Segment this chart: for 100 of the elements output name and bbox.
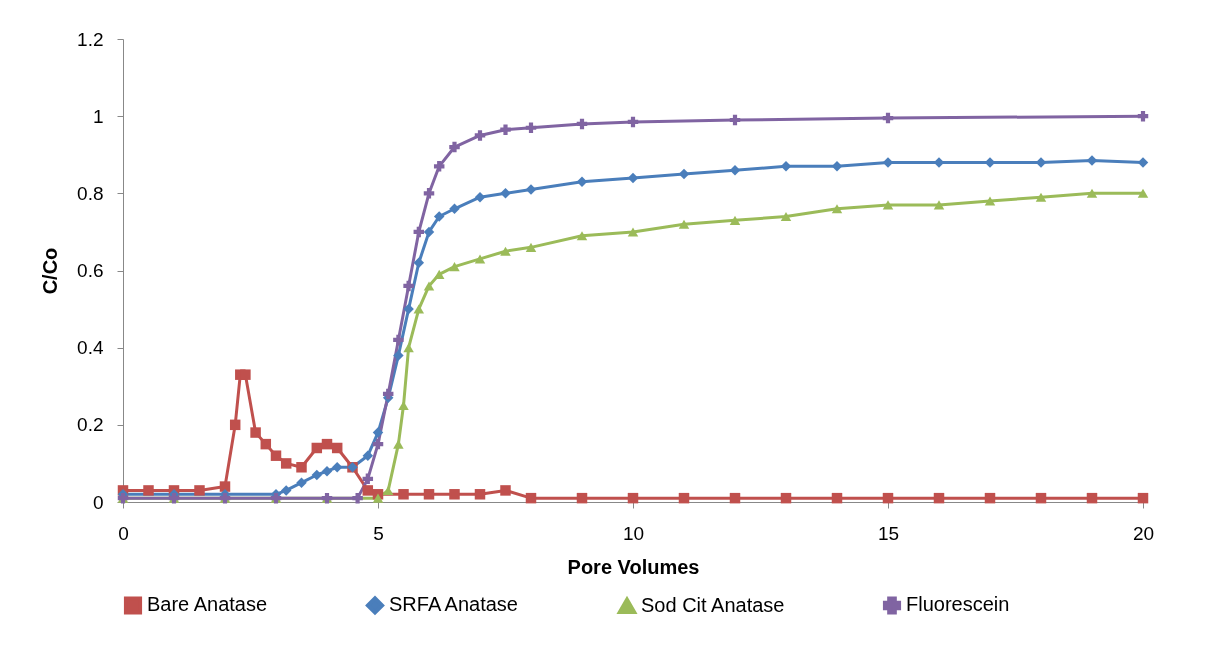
point <box>321 438 333 450</box>
point <box>1086 155 1098 166</box>
point <box>311 469 323 481</box>
point <box>250 427 261 438</box>
point <box>260 438 272 450</box>
point <box>321 465 333 477</box>
point <box>1035 192 1047 202</box>
point <box>831 161 843 172</box>
point <box>352 492 363 504</box>
point <box>382 485 394 495</box>
y-tick-label: 0.4 <box>77 337 104 359</box>
y-tick-label: 1.2 <box>77 28 104 50</box>
point <box>403 280 414 292</box>
point <box>403 303 414 315</box>
point <box>1137 492 1149 504</box>
point <box>372 493 384 503</box>
x-tick-label: 15 <box>877 522 900 544</box>
point <box>576 176 588 187</box>
point <box>449 262 460 272</box>
point <box>229 419 241 431</box>
point <box>331 442 343 454</box>
point <box>474 191 486 203</box>
point <box>423 226 435 238</box>
point <box>933 200 945 210</box>
point <box>525 184 537 195</box>
point <box>240 369 251 380</box>
point <box>280 458 292 469</box>
point <box>627 492 639 504</box>
point <box>729 215 741 225</box>
y-tick-label: 0.6 <box>77 260 104 281</box>
point <box>780 161 792 172</box>
point <box>382 388 394 400</box>
point <box>270 450 282 461</box>
point <box>1137 157 1149 168</box>
point <box>1086 188 1098 198</box>
point <box>393 439 404 449</box>
point <box>413 304 425 314</box>
point <box>194 485 205 496</box>
point <box>525 122 537 133</box>
point <box>882 200 894 210</box>
point <box>449 203 460 215</box>
x-tick-label: 20 <box>1132 522 1155 544</box>
point <box>280 485 292 496</box>
point <box>1137 110 1149 122</box>
point <box>372 427 384 438</box>
point <box>678 219 690 229</box>
point <box>398 401 409 411</box>
point <box>1137 188 1149 198</box>
point <box>474 130 486 141</box>
point <box>525 492 537 504</box>
point <box>331 462 343 473</box>
point <box>576 231 588 241</box>
legend-label: Sod Cit Anatase <box>641 593 785 616</box>
point <box>984 492 996 504</box>
point <box>500 124 511 135</box>
point <box>413 226 425 238</box>
x-axis-title: Pore Volumes <box>567 555 700 578</box>
point <box>296 462 307 473</box>
point <box>449 141 460 153</box>
y-tick-label: 0.2 <box>77 414 104 436</box>
point <box>403 343 414 353</box>
point <box>780 492 792 504</box>
point <box>393 350 404 361</box>
legend-label: Bare Anatase <box>147 593 268 616</box>
y-tick-label: 1 <box>92 105 104 127</box>
point <box>831 204 843 214</box>
point <box>423 281 435 291</box>
point <box>423 188 435 199</box>
point <box>780 211 792 222</box>
point <box>311 442 323 454</box>
point <box>984 196 996 206</box>
point <box>296 477 307 488</box>
point <box>525 242 537 252</box>
point <box>831 492 843 504</box>
legend-label: SRFA Anatase <box>389 593 518 616</box>
point <box>393 334 404 346</box>
point <box>729 114 741 126</box>
x-tick-label: 10 <box>622 522 645 544</box>
point <box>882 112 894 124</box>
point <box>362 485 374 496</box>
point <box>433 269 445 279</box>
point <box>933 492 945 504</box>
point <box>1086 492 1098 504</box>
point <box>500 188 511 199</box>
point <box>474 489 486 500</box>
point <box>576 492 588 504</box>
point <box>678 492 690 504</box>
point <box>433 161 445 172</box>
y-tick-label: 0.8 <box>77 182 104 204</box>
point <box>627 116 639 128</box>
point <box>413 257 425 269</box>
point <box>500 246 511 256</box>
point <box>372 438 384 450</box>
point <box>576 118 588 130</box>
point <box>882 492 894 504</box>
point <box>627 227 639 237</box>
point <box>729 492 741 504</box>
point <box>474 254 486 264</box>
legend-label: Fluorescein <box>906 593 1010 616</box>
x-tick-label: 0 <box>118 522 129 544</box>
